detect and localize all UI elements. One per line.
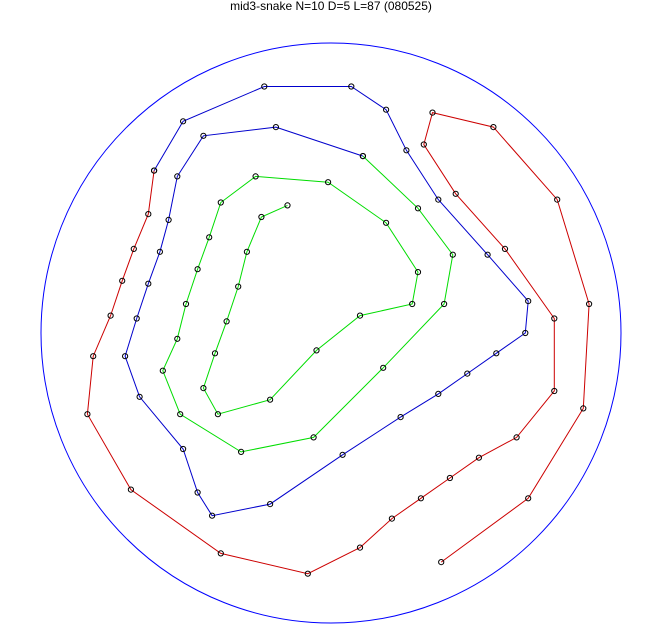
data-point-2-10	[182, 300, 190, 308]
data-point-1-6	[435, 196, 442, 203]
data-point-2-22	[214, 411, 221, 418]
data-point-2-24	[211, 350, 219, 357]
data-point-2-25	[223, 318, 230, 325]
data-point-0-16	[388, 515, 395, 522]
data-point-0-7	[420, 141, 427, 148]
data-point-0-17	[356, 544, 364, 551]
data-point-0-25	[130, 245, 137, 252]
data-point-2-23	[200, 385, 207, 392]
data-point-2-15	[325, 179, 332, 186]
data-point-0-15	[417, 495, 424, 502]
series-line-0	[86, 112, 590, 575]
data-point-1-13	[397, 414, 404, 421]
data-point-0-19	[217, 550, 224, 557]
data-point-1-4	[383, 106, 390, 113]
series-line-1	[124, 86, 529, 517]
data-point-0-2	[580, 405, 587, 412]
data-point-2-29	[284, 202, 291, 209]
data-point-2-13	[217, 199, 224, 206]
data-point-2-18	[409, 300, 416, 308]
data-point-0-11	[551, 387, 558, 395]
data-point-2-8	[159, 367, 166, 374]
data-point-0-8	[452, 190, 459, 197]
data-point-1-7	[484, 251, 491, 258]
data-point-1-22	[145, 280, 152, 287]
data-point-0-1	[525, 495, 532, 502]
data-point-0-10	[551, 315, 558, 322]
data-point-1-17	[194, 489, 201, 496]
data-point-0-14	[446, 474, 453, 482]
data-point-1-2	[261, 83, 268, 90]
data-point-1-24	[165, 216, 172, 223]
data-point-0-12	[513, 434, 520, 441]
data-point-2-2	[449, 251, 456, 258]
data-point-0-18	[304, 570, 311, 577]
data-point-0-6	[429, 109, 436, 116]
data-point-2-5	[310, 434, 317, 441]
chart-title: mid3-snake N=10 D=5 L=87 (080525)	[230, 0, 432, 13]
data-point-2-6	[238, 448, 245, 455]
data-point-1-10	[493, 350, 500, 357]
data-point-2-14	[252, 173, 259, 180]
data-point-0-3	[586, 300, 593, 308]
data-point-2-4	[380, 364, 387, 371]
data-point-0-26	[145, 211, 152, 218]
data-point-0-9	[501, 245, 509, 252]
data-point-1-5	[403, 147, 410, 154]
data-point-0-24	[119, 277, 126, 284]
data-point-0-5	[490, 124, 497, 131]
data-point-2-28	[258, 213, 265, 221]
data-point-1-0	[151, 167, 158, 174]
data-point-1-16	[209, 512, 216, 519]
data-point-2-21	[267, 396, 274, 403]
data-point-2-1	[414, 205, 422, 212]
data-point-2-12	[206, 234, 213, 241]
data-point-2-9	[174, 335, 181, 342]
data-point-1-25	[174, 173, 181, 180]
data-point-1-3	[348, 83, 355, 90]
data-point-2-0	[359, 153, 366, 160]
data-point-2-27	[243, 248, 250, 255]
data-point-1-12	[435, 390, 442, 397]
data-point-1-8	[525, 298, 532, 305]
boundary-circle	[40, 42, 622, 624]
data-point-2-11	[194, 266, 201, 273]
data-point-1-9	[522, 329, 529, 337]
data-point-0-21	[84, 411, 91, 418]
data-point-0-0	[438, 559, 445, 566]
data-point-1-20	[122, 353, 129, 360]
data-point-0-23	[107, 312, 114, 319]
data-point-0-4	[554, 196, 561, 203]
data-point-2-26	[235, 283, 242, 290]
data-point-1-26	[200, 132, 207, 139]
data-point-1-21	[133, 315, 140, 322]
data-point-2-20	[313, 347, 320, 354]
data-point-1-11	[464, 370, 471, 377]
data-point-0-13	[475, 454, 482, 461]
data-point-2-17	[414, 269, 422, 276]
data-point-2-19	[356, 312, 364, 319]
data-point-2-3	[441, 300, 448, 308]
data-point-1-1	[180, 118, 187, 125]
data-point-1-23	[156, 248, 163, 255]
data-point-1-15	[267, 501, 274, 508]
data-point-1-19	[136, 393, 143, 400]
data-point-0-20	[127, 486, 134, 493]
data-point-2-7	[177, 411, 184, 418]
data-point-1-27	[272, 124, 279, 131]
data-point-1-18	[180, 445, 187, 453]
data-point-0-22	[90, 353, 97, 360]
series-line-2	[162, 155, 454, 453]
data-point-1-14	[339, 451, 346, 458]
data-point-2-16	[383, 219, 390, 226]
